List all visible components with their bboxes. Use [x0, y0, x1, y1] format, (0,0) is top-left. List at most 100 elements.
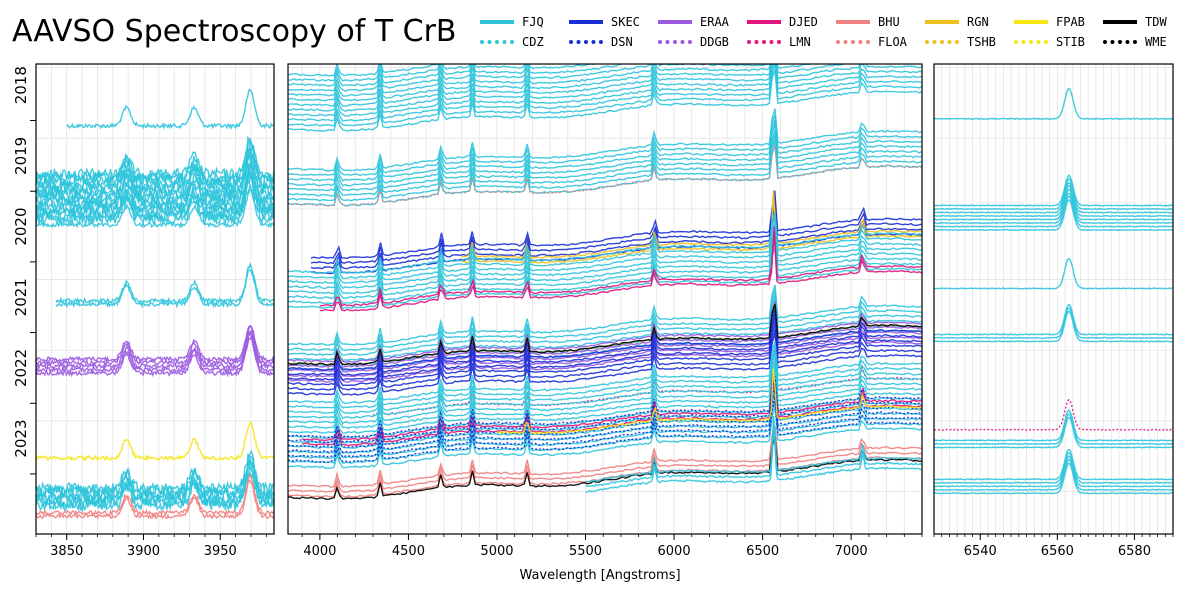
series-fjq-2023-95 [585, 419, 922, 488]
series-fjq-2019-9 [934, 188, 1173, 221]
series-fjq-2019-9 [934, 199, 1173, 232]
legend-item-ddgb: DDGB [658, 34, 729, 49]
series-dsn-2023-2 [288, 401, 922, 464]
legend-item-lmn: LMN [747, 34, 811, 49]
series-fjq-2019-6 [36, 135, 274, 181]
legend-label: CDZ [522, 34, 544, 49]
series-fjq-2020-95 [288, 247, 922, 310]
series-fjq-2020-95 [288, 217, 922, 280]
series-fjq-2018-3 [288, 64, 922, 127]
tick-label: 6580 [1118, 544, 1151, 559]
series-fjq-2019-6 [36, 136, 274, 184]
series-fjq-2023-7 [934, 448, 1173, 481]
series-fjq-2020-95 [288, 230, 922, 295]
legend-label: FJQ [522, 14, 544, 29]
legend-item-cdz: CDZ [480, 34, 544, 49]
series-fjq-2020-9 [934, 257, 1173, 290]
x-ticks: 4000 4500 5000 5500 6000 6500 7000 [301, 534, 923, 559]
series-skec-2022-25 [288, 333, 922, 396]
series-fjq-2019-6 [36, 169, 274, 216]
series-group [934, 87, 1173, 495]
legend-item-djed: DJED [747, 14, 818, 29]
legend-swatch [747, 39, 781, 44]
year-label-2021: 2021 [12, 278, 30, 316]
tick-label: 6500 [746, 544, 779, 559]
panel-frame [287, 63, 923, 535]
series-fjq-2019-6 [36, 151, 274, 198]
tick-label: 6540 [964, 544, 997, 559]
legend-swatch [658, 19, 692, 24]
legend-swatch [1103, 39, 1137, 44]
series-fjq-2019-5 [288, 129, 922, 192]
series-fjq-2023 [288, 365, 922, 429]
series-fjq-2019-9 [934, 181, 1173, 214]
series-skec-2020-6 [310, 201, 922, 270]
series-fjq-2023-85 [36, 449, 274, 496]
series-fjq-2023-95 [585, 415, 922, 483]
series-fjq-2023 [288, 370, 922, 434]
series-fjq-2023-7 [934, 458, 1173, 492]
legend-label: DSN [611, 34, 633, 49]
series-dsn-2023-2 [288, 386, 922, 448]
series-djed-2021-2 [319, 230, 922, 312]
legend-swatch [569, 39, 603, 44]
series-fpab-2023-3 [36, 421, 274, 462]
series-fjq-2018-3 [288, 64, 770, 92]
legend-item-bhu: BHU [836, 14, 900, 29]
series-fjq-2020-95 [288, 221, 922, 285]
series-fjq-2019-5 [288, 123, 922, 187]
series-fjq-2018-3 [288, 64, 629, 87]
legend-label: STIB [1056, 34, 1085, 49]
series-bhu-2024-1 [36, 479, 274, 520]
chart-title: AAVSO Spectroscopy of T CrB [12, 14, 457, 49]
year-labels: 2018 2019 2020 2021 2022 2023 [12, 66, 36, 475]
series-fjq-2019-5 [288, 119, 922, 182]
series-fjq-2018-3 [288, 64, 922, 112]
series-fjq-2021-9 [288, 298, 922, 362]
series-fjq-2023-1 [934, 413, 1173, 446]
legend-item-dsn: DSN [569, 34, 633, 49]
year-label-2018: 2018 [12, 66, 30, 104]
series-fjq-2020-95 [288, 212, 922, 274]
tick-label: 6560 [1041, 544, 1074, 559]
series-eraa-2022-1 [288, 300, 922, 364]
legend-item-fpab: FPAB [1014, 14, 1085, 29]
series-fjq-2023-85 [36, 458, 274, 502]
series-group [36, 88, 274, 520]
series-fjq-2023-7 [934, 455, 1173, 488]
series-fjq-2023-85 [36, 466, 274, 510]
x-ticks: 6540 6560 6580 [933, 534, 1174, 559]
legend-swatch [569, 19, 603, 24]
series-bhu-2023-8 [288, 425, 922, 489]
series-skec-2022-25 [288, 318, 922, 381]
tick-label: 4000 [303, 544, 336, 559]
legend-label: WME [1145, 34, 1167, 49]
tick-label: 6000 [658, 544, 691, 559]
year-label-2022: 2022 [12, 349, 30, 387]
series-fjq-2019-9 [934, 178, 1173, 211]
series-fjq-2018-3 [288, 64, 597, 82]
legend-label: ERAA [700, 14, 729, 29]
series-skec-2022-25 [288, 312, 922, 376]
series-fjq-2019-5 [288, 108, 922, 172]
series-djed-2021-2 [319, 226, 922, 307]
series-fjq-2023-7 [934, 451, 1173, 485]
grid [933, 64, 1174, 534]
series-rgn-2020-7 [461, 190, 922, 259]
series-fjq-2020 [36, 189, 274, 229]
series-fjq-2019-9 [934, 184, 1173, 218]
series-fjq-2018-3 [288, 64, 857, 102]
legend-swatch [480, 39, 514, 44]
legend-item-rgn: RGN [925, 14, 989, 29]
series-fjq-2023-1 [934, 416, 1173, 449]
tick-label: 3900 [127, 544, 160, 559]
series-fjq-2018-3 [288, 64, 537, 77]
series-eraa-2022 [36, 336, 274, 378]
series-fjq-2018-3 [288, 64, 816, 97]
series-djed-2023-1 [301, 374, 922, 442]
series-bhu-2023-8 [288, 430, 922, 493]
series-eraa-2022 [36, 324, 274, 364]
legend-label: FLOA [878, 34, 907, 49]
legend-label: TDW [1145, 14, 1167, 29]
series-fjq-2019-9 [934, 195, 1173, 228]
